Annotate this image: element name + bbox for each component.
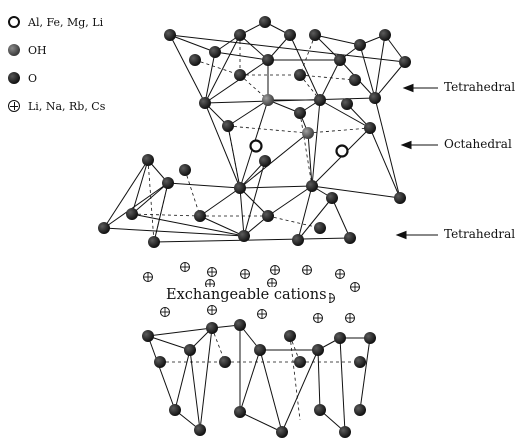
label-octahedral: Octahedral — [444, 137, 512, 151]
cation-symbol — [205, 279, 215, 289]
label-bottom-tetrahedral: Tetrahedral — [444, 227, 516, 241]
cation-symbol — [350, 282, 360, 292]
legend-item-o: O — [8, 70, 37, 86]
cation-symbol — [240, 269, 250, 279]
legend-item-metal: Al, Fe, Mg, Li — [8, 14, 103, 30]
label-top-tetrahedral: Tetrahedral — [444, 80, 516, 94]
cation-symbol — [270, 265, 280, 275]
legend-label: Al, Fe, Mg, Li — [28, 15, 104, 29]
octahedral-dashes — [227, 112, 371, 189]
cation-symbol — [143, 272, 153, 282]
cation-symbol — [180, 262, 190, 272]
cation-symbol — [302, 265, 312, 275]
cation-symbol — [160, 307, 170, 317]
legend-label: O — [28, 71, 38, 85]
gray-sphere-icon — [8, 44, 20, 56]
cation-symbol — [313, 313, 323, 323]
legend: Al, Fe, Mg, Li OH O Li, Na, Rb, Cs — [8, 14, 148, 114]
cation-symbol — [335, 269, 345, 279]
legend-item-cations: Li, Na, Rb, Cs — [8, 98, 105, 114]
crossed-circle-icon — [8, 100, 20, 112]
lower-tetrahedral-dashes — [160, 327, 360, 421]
cation-symbol — [345, 313, 355, 323]
upper-tetrahedral-dashes — [194, 34, 356, 101]
cation-symbol — [207, 305, 217, 315]
legend-item-oh: OH — [8, 42, 47, 58]
exchangeable-cations — [143, 262, 360, 323]
legend-label: OH — [28, 43, 47, 57]
label-exchangeable-cations: Exchangeable cations — [164, 287, 329, 303]
open-circle-icon — [8, 16, 20, 28]
middle-tetrahedral-sheet — [103, 159, 351, 243]
middle-tetrahedral-dashes — [131, 159, 321, 243]
cation-symbol — [207, 267, 217, 277]
label-arrows — [395, 83, 438, 240]
octahedral-cations — [249, 139, 349, 158]
dark-sphere-icon — [8, 72, 20, 84]
legend-label: Li, Na, Rb, Cs — [28, 99, 106, 113]
cation-symbol — [257, 309, 267, 319]
hydroxyl-groups — [262, 94, 314, 139]
oxygen-atoms — [98, 16, 411, 438]
